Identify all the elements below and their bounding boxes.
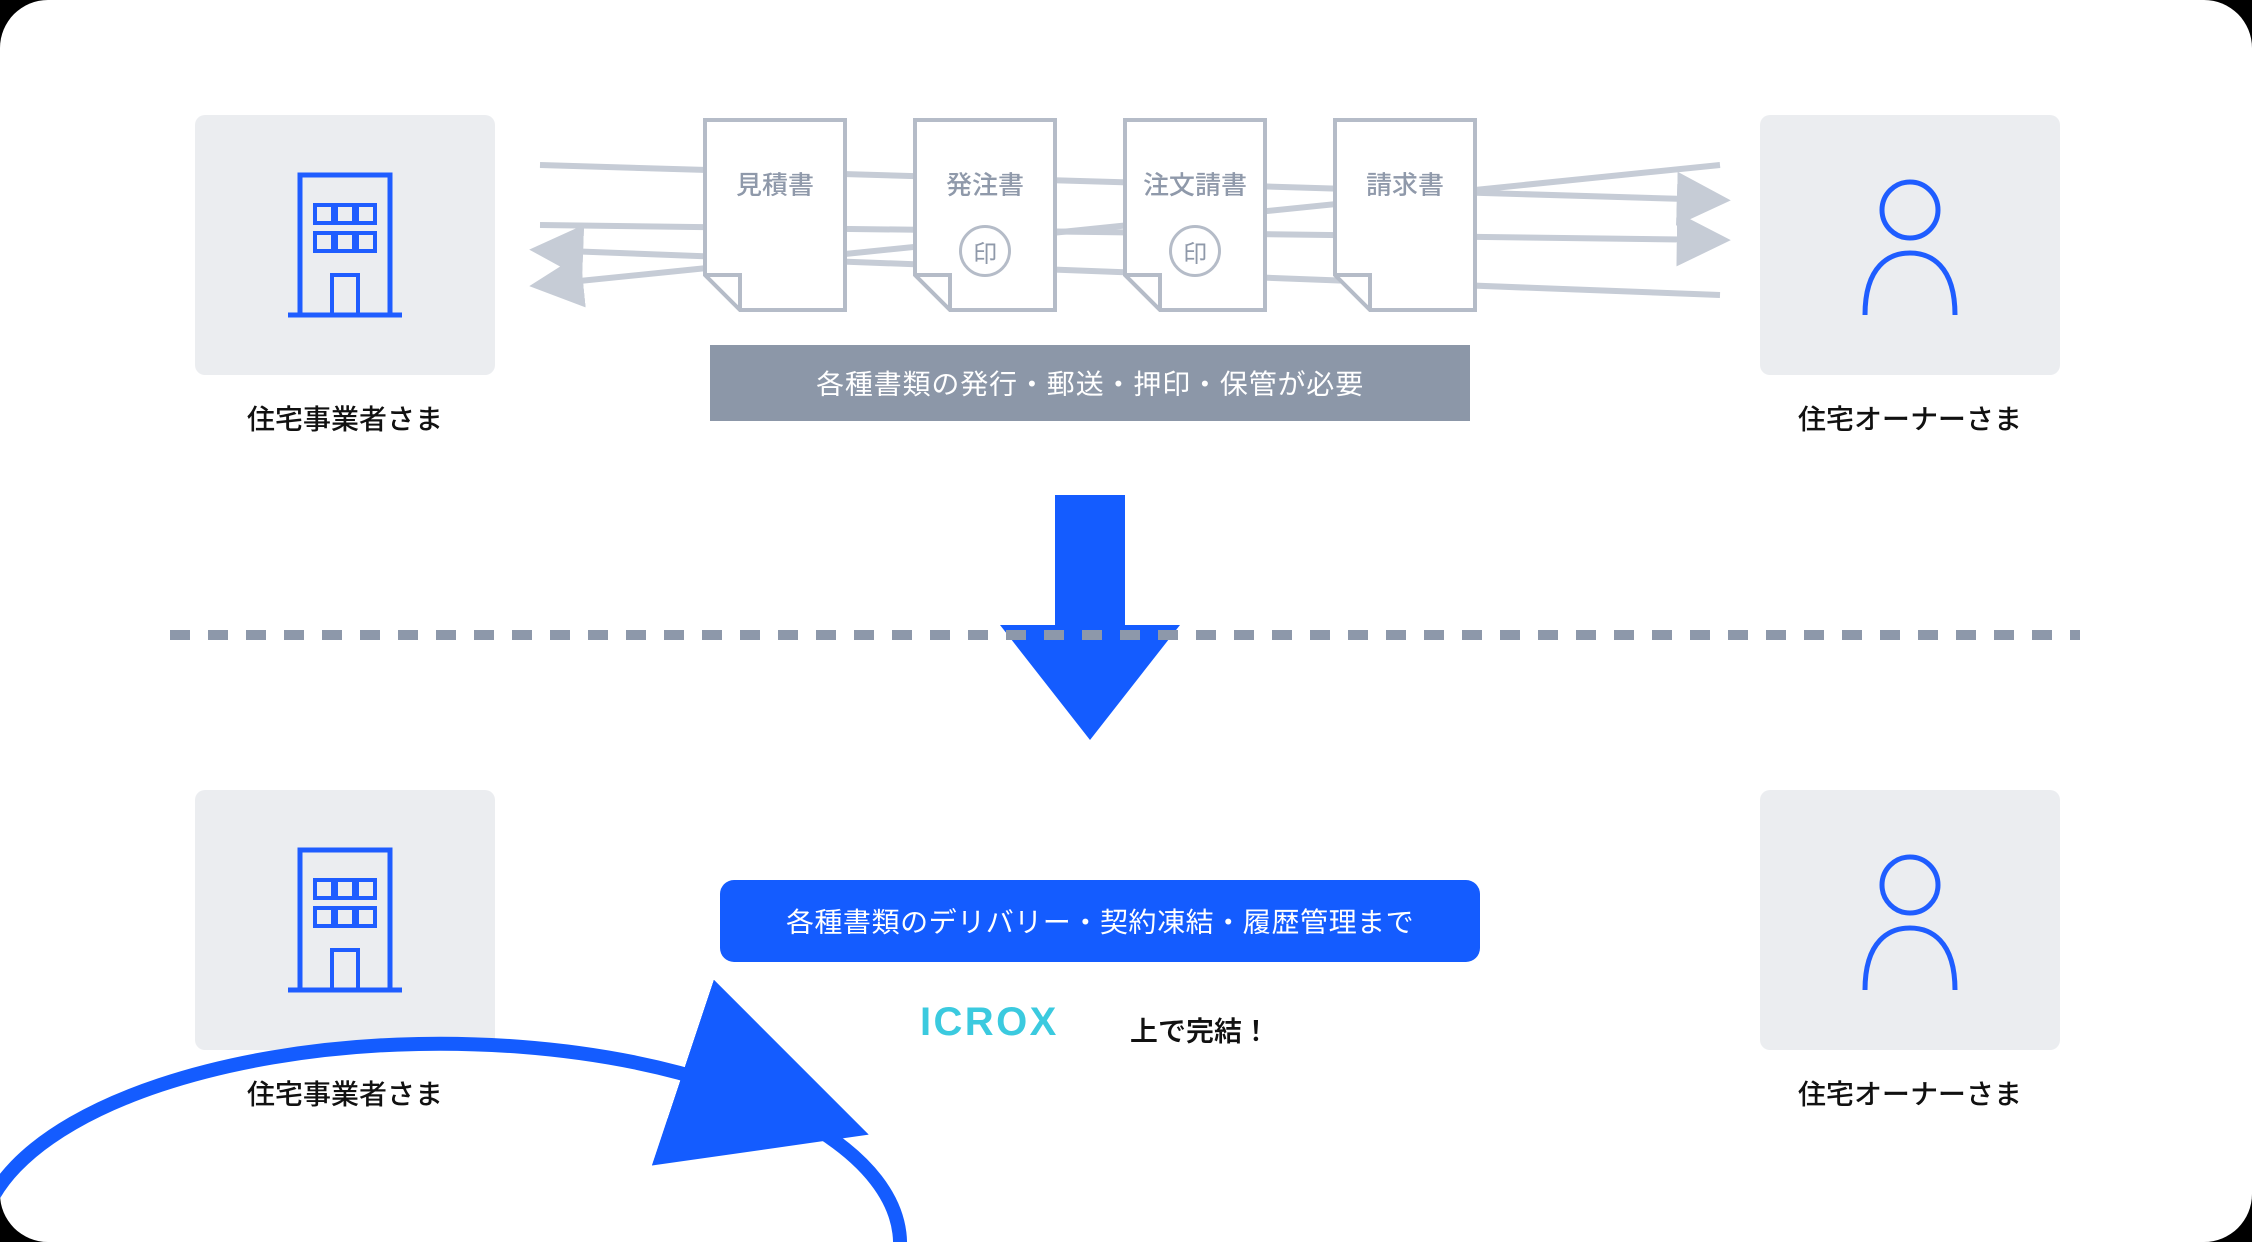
doc-order: 発注書 印 [910, 115, 1060, 315]
bottom-business-card [195, 790, 495, 1050]
logo-text: ICROX [920, 1000, 1059, 1045]
doc-invoice: 請求書 [1330, 115, 1480, 315]
doc-quote: 見積書 [700, 115, 850, 315]
doc-invoice-label: 請求書 [1330, 165, 1480, 202]
blue-banner: 各種書類のデリバリー・契約凍結・履歴管理まで [720, 880, 1480, 962]
top-owner-card [1760, 115, 2060, 375]
top-business-card [195, 115, 495, 375]
doc-order-stamp: 印 [959, 225, 1011, 277]
building-icon [280, 840, 410, 1000]
doc-confirm-label: 注文請書 [1120, 165, 1270, 202]
doc-confirm: 注文請書 印 [1120, 115, 1270, 315]
tagline-text: 上で完結！ [1130, 1010, 1270, 1050]
doc-confirm-stamp: 印 [1169, 225, 1221, 277]
doc-order-label: 発注書 [910, 165, 1060, 202]
doc-quote-label: 見積書 [700, 165, 850, 202]
building-icon [280, 165, 410, 325]
top-business-label: 住宅事業者さま [195, 398, 495, 438]
top-owner-label: 住宅オーナーさま [1760, 398, 2060, 438]
gray-banner: 各種書類の発行・郵送・押印・保管が必要 [710, 345, 1470, 421]
person-icon [1845, 165, 1975, 325]
person-icon [1845, 840, 1975, 1000]
diagram-canvas: 住宅事業者さま 住宅オーナーさま 見積書 発注書 印 注文請書 印 [0, 0, 2252, 1242]
bottom-owner-card [1760, 790, 2060, 1050]
bottom-business-label: 住宅事業者さま [195, 1073, 495, 1113]
bottom-owner-label: 住宅オーナーさま [1760, 1073, 2060, 1113]
